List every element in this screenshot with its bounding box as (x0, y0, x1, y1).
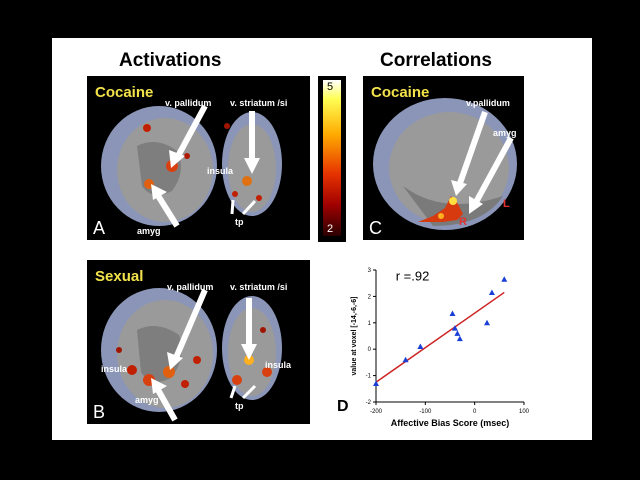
panel-a-letter: A (93, 218, 106, 238)
panel-c-r-label: R (459, 216, 467, 228)
data-point (451, 325, 458, 331)
panel-b-v-striatum: v. striatum /si (230, 282, 288, 292)
panel-d-letter: D (337, 398, 349, 415)
colorbar-gradient (323, 80, 341, 236)
y-tick-label: 0 (368, 347, 372, 353)
x-tick-label: 100 (519, 409, 530, 415)
data-point (402, 356, 409, 363)
panel-a-tp: tp (235, 217, 244, 227)
x-tick-label: 0 (473, 409, 477, 415)
panel-c-letter: C (369, 218, 382, 238)
panel-a-v-pallidum: v. pallidum (165, 98, 212, 108)
panel-c: Cocaine C v.pallidum amyg R L (363, 76, 524, 240)
y-tick-label: 2 (368, 294, 372, 300)
panel-b-insula-left: insula (101, 364, 128, 374)
x-axis-label: Affective Bias Score (msec) (391, 418, 510, 428)
scatter-chart: -200 -100 0 100 -2 -1 0 1 2 3 Affective Bias Score… (351, 268, 530, 428)
y-axis-label: value at voxel [-14,-6,-6] (351, 297, 358, 376)
panel-c-label: Cocaine (371, 84, 430, 101)
panel-c-amyg: amyg (493, 128, 517, 138)
panel-b-label: Sexual (95, 268, 144, 285)
y-tick-label: 1 (368, 321, 372, 327)
panel-b-brain-image (101, 288, 282, 422)
data-point (417, 343, 424, 350)
panel-b-amyg: amyg (135, 395, 159, 405)
panel-b-tp: tp (235, 401, 244, 411)
data-point (373, 380, 379, 387)
panel-a-label: Cocaine (95, 84, 154, 101)
panel-a: Cocaine A v. pallidum v. striatum /si in… (87, 76, 310, 240)
x-tick-label: -100 (419, 409, 432, 415)
data-point (488, 289, 495, 295)
panel-b: Sexual B v. pallidum v. striatum /si ins… (87, 260, 310, 424)
regression-line (375, 291, 505, 383)
y-tick-label: -2 (366, 400, 372, 406)
data-point (454, 330, 461, 336)
correlation-annotation: r =.92 (396, 269, 430, 284)
slide: Activations Correlations Cocai (52, 38, 592, 440)
colorbar-max: 5 (327, 81, 334, 93)
y-tick-label: 3 (368, 268, 372, 274)
panel-a-v-striatum: v. striatum /si (230, 98, 288, 108)
data-point (456, 335, 463, 342)
data-point (501, 276, 508, 282)
data-point (484, 319, 490, 326)
colorbar-min: 2 (327, 223, 334, 235)
panel-a-insula: insula (207, 166, 234, 176)
data-point (449, 310, 456, 317)
panel-a-amyg: amyg (137, 226, 161, 236)
panel-a-brain-image (101, 104, 282, 228)
x-tick-label: -200 (370, 409, 383, 415)
panel-b-v-pallidum: v. pallidum (167, 282, 214, 292)
panel-b-letter: B (93, 402, 106, 422)
y-tick-label: -1 (366, 374, 372, 380)
colorbar: 5 2 (318, 76, 346, 242)
panel-c-l-label: L (503, 198, 510, 210)
panel-c-v-pallidum: v.pallidum (466, 98, 510, 108)
panel-b-insula-right: insula (265, 360, 292, 370)
correlations-heading: Correlations (380, 50, 492, 71)
activations-heading: Activations (119, 50, 222, 71)
panel-c-brain-image (373, 98, 517, 230)
